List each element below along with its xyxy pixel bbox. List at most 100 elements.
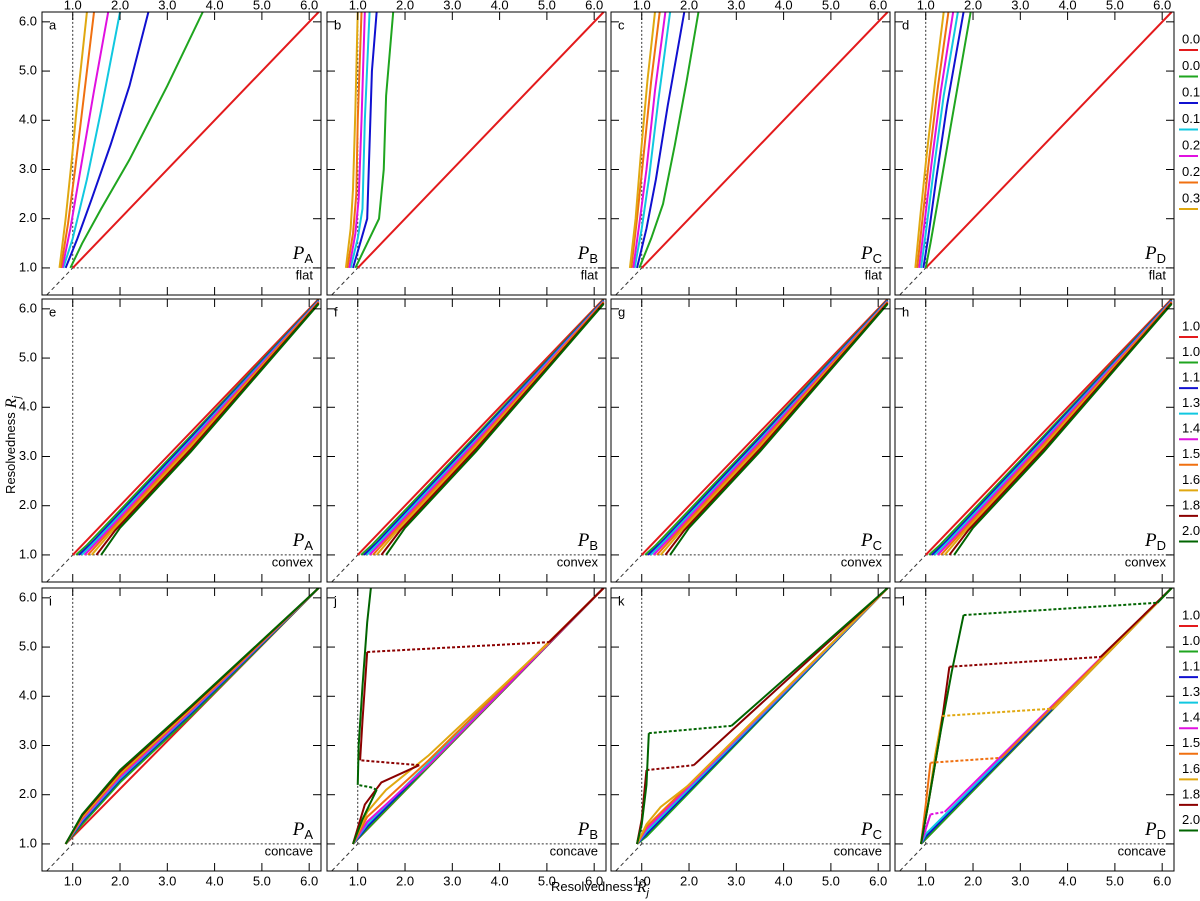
legend-label: 1.54 (1182, 446, 1200, 461)
panel-letter: l (902, 593, 905, 608)
curve (354, 12, 395, 269)
curve (348, 12, 366, 269)
plot-area (46, 12, 321, 295)
panel-profile: concave (265, 843, 313, 858)
model-symbol: P (1144, 819, 1157, 840)
curve (953, 303, 1173, 556)
panel-profile: flat (865, 267, 883, 282)
x-tick-label: 1.0 (633, 0, 651, 12)
x-tick-label: 2.0 (964, 0, 982, 12)
dotted-curve (357, 783, 378, 791)
curve (664, 302, 889, 556)
curve (346, 12, 363, 269)
x-tick-label: 5.0 (822, 0, 840, 12)
x-tick-label: 6.0 (1153, 0, 1171, 12)
curve (924, 12, 972, 269)
curve (628, 12, 656, 269)
legend-label: 2.00 (1182, 812, 1200, 827)
x-tick-label: 3.0 (443, 873, 461, 888)
x-tick-label: 4.0 (775, 0, 793, 12)
curve (61, 12, 110, 269)
legend-label: 1.83 (1182, 497, 1200, 512)
legend-label: 0.25 (1182, 164, 1200, 179)
x-tick-label: 6.0 (585, 0, 603, 12)
panel-frame (326, 587, 607, 872)
plot-area (46, 299, 321, 582)
panel-letter: c (618, 17, 625, 32)
panel-model-label: PD (1144, 530, 1166, 553)
panel-letter: e (49, 304, 56, 319)
curve (380, 302, 605, 556)
curve (62, 12, 122, 269)
model-subscript: A (304, 827, 313, 842)
model-symbol: P (860, 530, 873, 551)
panel-letter: a (49, 17, 57, 32)
panel-profile: convex (841, 554, 883, 569)
curve (925, 299, 1173, 556)
model-subscript: D (1157, 538, 1166, 553)
x-tick-label: 1.0 (349, 0, 367, 12)
y-tick-label: 6.0 (19, 13, 37, 28)
legend-label: 0.0 (1182, 31, 1200, 46)
panel-profile: convex (557, 554, 599, 569)
y-tick-label: 1.0 (19, 259, 37, 274)
legend-label: 1.30 (1182, 395, 1200, 410)
model-symbol: P (292, 243, 305, 264)
x-tick-label: 4.0 (775, 873, 793, 888)
y-tick-label: 3.0 (19, 448, 37, 463)
x-tick-label: 5.0 (253, 873, 271, 888)
dotted-curve (949, 655, 1101, 668)
x-tick-label: 2.0 (964, 873, 982, 888)
legend-label: 1.41 (1182, 421, 1200, 436)
x-tick-label: 1.0 (64, 0, 82, 12)
x-tick-label: 4.0 (491, 873, 509, 888)
curve (58, 12, 88, 269)
dotted-curve (648, 724, 732, 735)
legend-label: 2.00 (1182, 523, 1200, 538)
y-title-symbol: R (3, 398, 20, 409)
legend-label: 0.15 (1182, 111, 1200, 126)
y-axis-title: Resolvedness Rj (3, 396, 23, 494)
plot-area (615, 588, 890, 871)
x-title-text: Resolvedness (551, 879, 633, 894)
dotted-curve (360, 641, 550, 767)
x-tick-label: 6.0 (585, 873, 603, 888)
legend-label: 1.19 (1182, 659, 1200, 674)
legend-label: 1.09 (1182, 344, 1200, 359)
plot-area (899, 588, 1174, 871)
curve (64, 12, 150, 269)
x-tick-label: 3.0 (158, 873, 176, 888)
curve (636, 588, 889, 845)
x-tick-label: 6.0 (1153, 873, 1171, 888)
model-subscript: B (589, 827, 598, 842)
y-tick-label: 3.0 (19, 737, 37, 752)
x-tick-label: 4.0 (206, 0, 224, 12)
panel-letter: b (334, 17, 341, 32)
curve (914, 12, 945, 269)
panel-profile: convex (1125, 554, 1167, 569)
panel-model-label: PC (860, 243, 882, 266)
dotted-curve (930, 810, 945, 816)
dotted-curve (942, 707, 1054, 717)
y-tick-label: 4.0 (19, 399, 37, 414)
x-tick-label: 2.0 (111, 873, 129, 888)
y-tick-label: 5.0 (19, 638, 37, 653)
curve (385, 303, 605, 556)
legend-label: 1.30 (1182, 684, 1200, 699)
x-tick-label: 3.0 (727, 873, 745, 888)
x-tick-label: 5.0 (538, 0, 556, 12)
panel-model-label: PA (292, 530, 314, 553)
x-tick-label: 4.0 (491, 0, 509, 12)
legend-label: 1.00 (1182, 318, 1200, 333)
x-tick-label: 1.0 (633, 873, 651, 888)
curve (69, 12, 204, 269)
x-tick-label: 4.0 (1059, 873, 1077, 888)
model-subscript: A (304, 251, 313, 266)
y-tick-label: 4.0 (19, 112, 37, 127)
curve (669, 303, 889, 556)
curve (922, 12, 965, 269)
legend-label: 1.00 (1182, 607, 1200, 622)
curve (352, 588, 605, 845)
panel-model-label: PD (1144, 243, 1166, 266)
curve (64, 588, 320, 845)
